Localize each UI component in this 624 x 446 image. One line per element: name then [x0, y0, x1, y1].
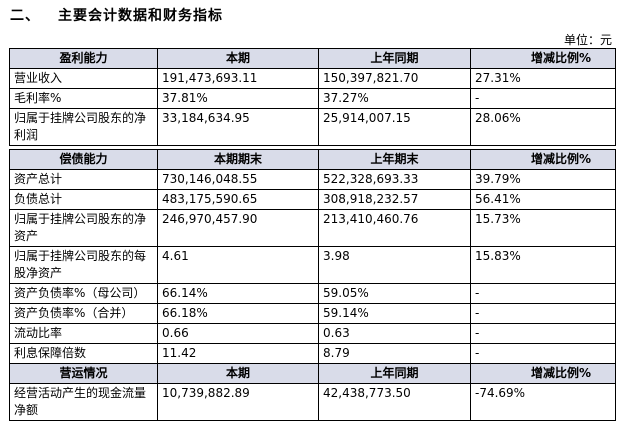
section-number: 二、	[10, 8, 40, 24]
row-label: 利息保障倍数	[9, 343, 158, 364]
change-percent: 27.31%	[470, 68, 616, 89]
row-label: 资产负债率%（母公司）	[9, 283, 158, 304]
current-value: 0.66	[157, 323, 319, 344]
table-row: 资产负债率%（合并） 66.18% 59.14% -	[9, 303, 616, 324]
operations-header-row: 营运情况 本期 上年同期 增减比例%	[9, 363, 616, 384]
column-header: 上年期末	[318, 149, 471, 170]
column-header: 增减比例%	[470, 363, 616, 384]
row-label: 归属于挂牌公司股东的净资产	[9, 209, 158, 247]
change-percent: -	[470, 88, 616, 109]
row-label: 毛利率%	[9, 88, 158, 109]
section-heading: 二、 主要会计数据和财务指标	[10, 5, 223, 25]
prior-value: 3.98	[318, 246, 471, 284]
column-header: 上年同期	[318, 363, 471, 384]
table-row: 毛利率% 37.81% 37.27% -	[9, 88, 616, 109]
current-value: 191,473,693.11	[157, 68, 319, 89]
table-row: 利息保障倍数 11.42 8.79 -	[9, 343, 616, 364]
prior-value: 522,328,693.33	[318, 169, 471, 190]
change-percent: 15.73%	[470, 209, 616, 247]
table-row: 流动比率 0.66 0.63 -	[9, 323, 616, 344]
table-row: 归属于挂牌公司股东的净资产 246,970,457.90 213,410,460…	[9, 209, 616, 247]
current-value: 33,184,634.95	[157, 108, 319, 146]
table-row: 资产负债率%（母公司） 66.14% 59.05% -	[9, 283, 616, 304]
row-label: 资产总计	[9, 169, 158, 190]
prior-value: 308,918,232.57	[318, 189, 471, 210]
current-value: 483,175,590.65	[157, 189, 319, 210]
change-percent: -74.69%	[470, 383, 616, 421]
change-percent: 15.83%	[470, 246, 616, 284]
row-label: 负债总计	[9, 189, 158, 210]
current-value: 66.18%	[157, 303, 319, 324]
column-header: 营运情况	[9, 363, 158, 384]
table-row: 负债总计 483,175,590.65 308,918,232.57 56.41…	[9, 189, 616, 210]
row-label: 营业收入	[9, 68, 158, 89]
row-label: 归属于挂牌公司股东的净利润	[9, 108, 158, 146]
column-header: 增减比例%	[470, 48, 616, 69]
table-row: 归属于挂牌公司股东的净利润 33,184,634.95 25,914,007.1…	[9, 108, 616, 146]
change-percent: 39.79%	[470, 169, 616, 190]
prior-value: 42,438,773.50	[318, 383, 471, 421]
prior-value: 37.27%	[318, 88, 471, 109]
prior-value: 213,410,460.76	[318, 209, 471, 247]
current-value: 4.61	[157, 246, 319, 284]
prior-value: 8.79	[318, 343, 471, 364]
column-header: 本期	[157, 48, 319, 69]
prior-value: 59.05%	[318, 283, 471, 304]
change-percent: -	[470, 323, 616, 344]
table-row: 经营活动产生的现金流量净额 10,739,882.89 42,438,773.5…	[9, 383, 616, 421]
column-header: 本期	[157, 363, 319, 384]
table-row: 营业收入 191,473,693.11 150,397,821.70 27.31…	[9, 68, 616, 89]
row-label: 流动比率	[9, 323, 158, 344]
profitability-header-row: 盈利能力 本期 上年同期 增减比例%	[9, 48, 616, 69]
current-value: 246,970,457.90	[157, 209, 319, 247]
change-percent: -	[470, 343, 616, 364]
current-value: 37.81%	[157, 88, 319, 109]
column-header: 本期期末	[157, 149, 319, 170]
change-percent: -	[470, 303, 616, 324]
prior-value: 0.63	[318, 323, 471, 344]
row-label: 资产负债率%（合并）	[9, 303, 158, 324]
prior-value: 59.14%	[318, 303, 471, 324]
row-label: 经营活动产生的现金流量净额	[9, 383, 158, 421]
current-value: 10,739,882.89	[157, 383, 319, 421]
row-label: 归属于挂牌公司股东的每股净资产	[9, 246, 158, 284]
prior-value: 150,397,821.70	[318, 68, 471, 89]
table-row: 归属于挂牌公司股东的每股净资产 4.61 3.98 15.83%	[9, 246, 616, 284]
column-header: 盈利能力	[9, 48, 158, 69]
financial-data-table: 盈利能力 本期 上年同期 增减比例% 营业收入 191,473,693.11 1…	[9, 48, 616, 421]
column-header: 增减比例%	[470, 149, 616, 170]
current-value: 66.14%	[157, 283, 319, 304]
column-header: 偿债能力	[9, 149, 158, 170]
column-header: 上年同期	[318, 48, 471, 69]
currency-unit: 单位：元	[563, 33, 612, 47]
current-value: 730,146,048.55	[157, 169, 319, 190]
solvency-header-row: 偿债能力 本期期末 上年期末 增减比例%	[9, 149, 616, 170]
section-title: 主要会计数据和财务指标	[58, 8, 223, 24]
table-row: 资产总计 730,146,048.55 522,328,693.33 39.79…	[9, 169, 616, 190]
change-percent: 28.06%	[470, 108, 616, 146]
change-percent: -	[470, 283, 616, 304]
current-value: 11.42	[157, 343, 319, 364]
change-percent: 56.41%	[470, 189, 616, 210]
prior-value: 25,914,007.15	[318, 108, 471, 146]
